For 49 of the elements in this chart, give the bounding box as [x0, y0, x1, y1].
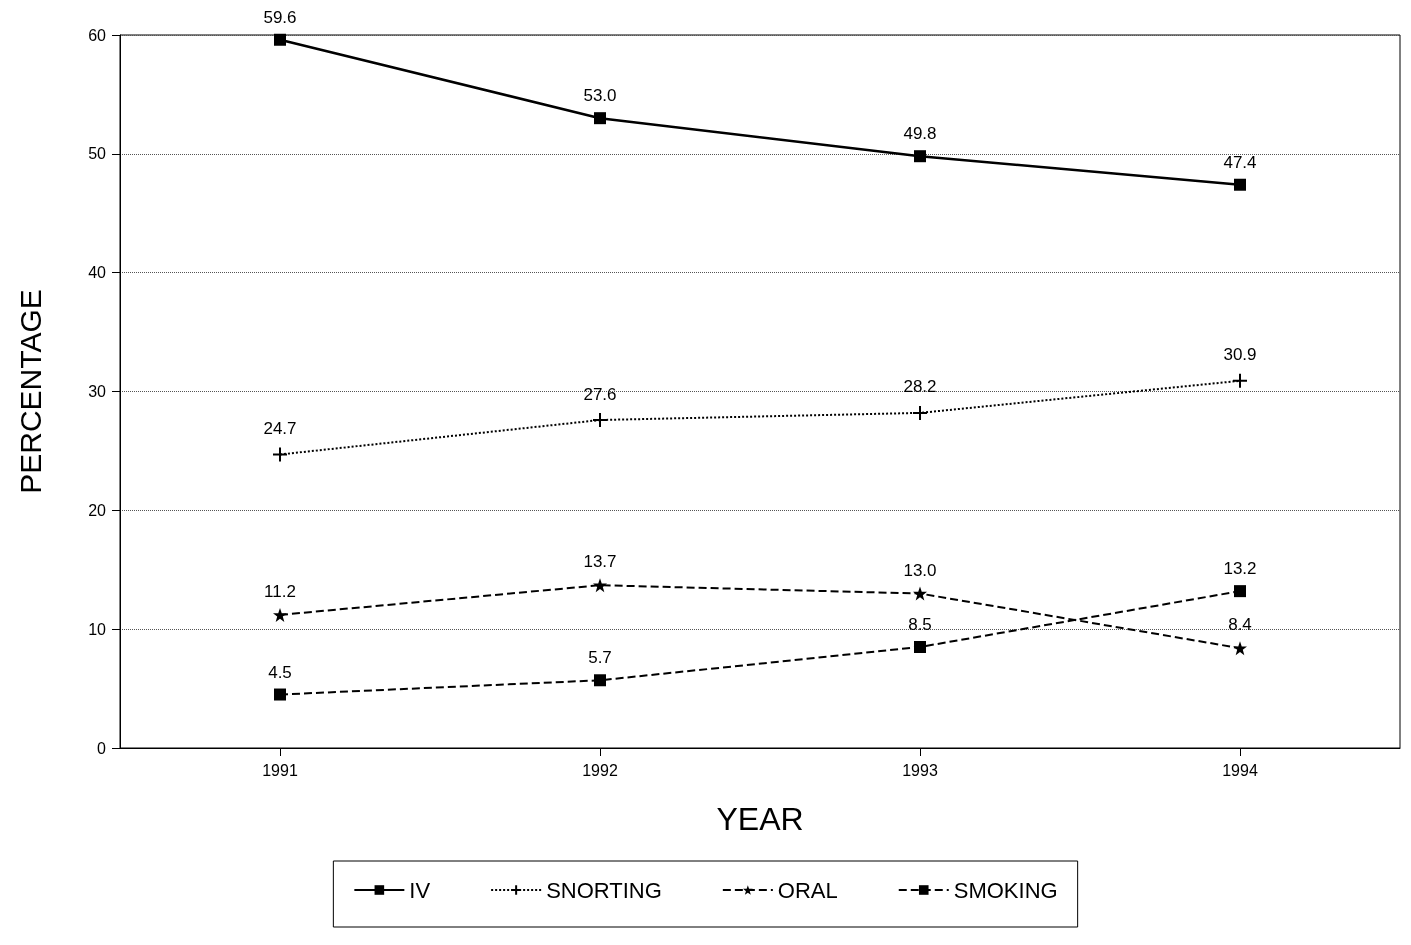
x-tick-label: 1993 [902, 761, 938, 779]
point [912, 404, 928, 421]
point [273, 607, 287, 622]
data-label: 30.9 [1223, 345, 1257, 365]
data-label: 8.5 [908, 614, 932, 634]
point [274, 688, 286, 701]
point [593, 578, 607, 593]
y-tick-label: 20 [88, 501, 107, 519]
y-tick-label: 0 [97, 739, 107, 757]
data-label: 49.8 [903, 124, 937, 144]
point [1234, 178, 1246, 191]
data-label: 4.5 [268, 662, 292, 682]
point [1233, 641, 1247, 656]
point [594, 112, 606, 125]
data-label: 53.0 [583, 86, 617, 106]
point [592, 412, 608, 429]
point [274, 33, 286, 46]
x-axis-title: YEAR [716, 801, 804, 837]
x-tick-label: 1994 [1222, 761, 1258, 779]
x-tick-label: 1991 [262, 761, 298, 779]
data-label: 28.2 [903, 377, 937, 397]
legend-label: SMOKING [953, 877, 1058, 903]
data-label: 24.7 [263, 418, 297, 438]
legend-label: SNORTING [546, 877, 662, 903]
data-label: 59.6 [263, 7, 297, 27]
data-label: 47.4 [1223, 152, 1257, 172]
point [1234, 585, 1246, 598]
point [1232, 372, 1248, 389]
y-tick-label: 60 [88, 26, 107, 44]
y-tick-label: 30 [88, 383, 107, 400]
point [914, 150, 926, 163]
x-tick-label: 1992 [582, 761, 618, 779]
point [913, 586, 927, 601]
y-tick-label: 40 [88, 264, 107, 282]
legend-label: ORAL [777, 877, 838, 903]
point [594, 674, 606, 687]
y-tick-label: 10 [88, 620, 107, 638]
data-label: 13.0 [903, 560, 937, 580]
y-tick-label: 50 [88, 145, 107, 163]
data-label: 13.7 [583, 552, 617, 572]
point [272, 446, 288, 463]
y-axis-title: PERCENTAGE [13, 289, 47, 494]
legend-label: IV [409, 877, 431, 903]
data-label: 11.2 [264, 581, 296, 601]
point [914, 640, 926, 653]
data-label: 8.4 [1228, 615, 1252, 635]
data-label: 27.6 [583, 384, 617, 404]
data-label: 5.7 [588, 648, 612, 668]
data-label: 13.2 [1223, 559, 1257, 579]
